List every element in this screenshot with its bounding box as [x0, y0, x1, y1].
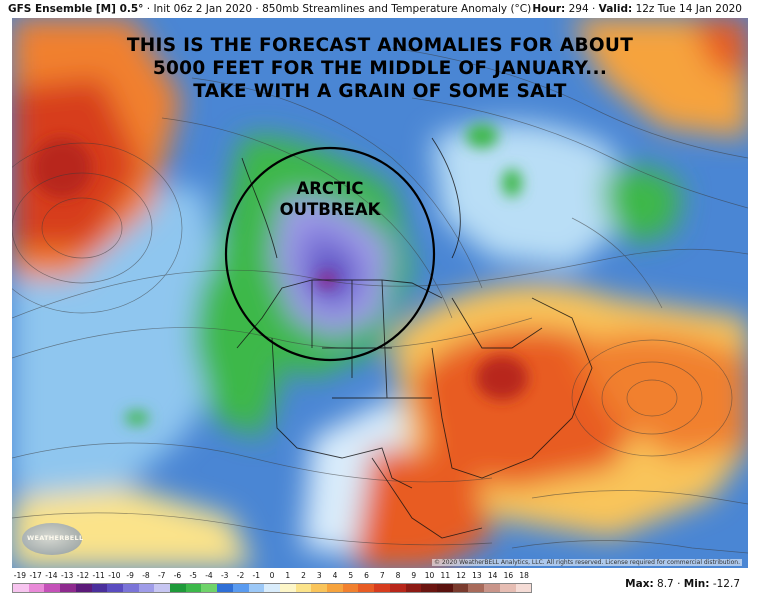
init-time: Init 06z 2 Jan 2020: [153, 3, 253, 15]
color-scale-swatch: [468, 584, 485, 592]
color-scale-tick: -13: [61, 571, 74, 580]
color-scale-tick: 8: [395, 571, 401, 580]
valid-value: 12z Tue 14 Jan 2020: [635, 3, 742, 15]
annotation-line-2: 5000 FEET FOR THE MIDDLE OF JANUARY...: [152, 58, 608, 79]
color-scale-tick: 16: [503, 571, 514, 580]
color-scale-swatch: [201, 584, 218, 592]
color-scale-swatch: [248, 584, 265, 592]
map-canvas: [12, 18, 748, 568]
color-scale-swatch: [389, 584, 406, 592]
color-scale-tick: 9: [411, 571, 417, 580]
color-scale-swatch: [75, 584, 92, 592]
color-scale-swatch: [484, 584, 500, 592]
color-scale: -19 -17 -14 -13 -12 -11 -10 -9 -8 -7 -6 -5 -4 -3 -2 -1 0…: [12, 571, 532, 593]
color-scale-tick: -5: [189, 571, 197, 580]
color-scale-tick: -10: [108, 571, 121, 580]
color-scale-swatch: [60, 584, 76, 592]
hour-value: 294: [568, 3, 589, 15]
copyright-notice: © 2020 WeatherBELL Analytics, LLC. All r…: [432, 559, 742, 566]
color-scale-swatch: [122, 584, 139, 592]
color-scale-tick: -19: [13, 571, 26, 580]
color-scale-swatch: [44, 584, 61, 592]
color-scale-tick: -8: [142, 571, 150, 580]
weatherbell-logo: WEATHERBELL: [22, 523, 84, 555]
max-label: Max:: [625, 578, 654, 590]
color-scale-swatch: [295, 584, 312, 592]
map-header: GFS Ensemble [M] 0.5° · Init 06z 2 Jan 2…: [0, 0, 770, 18]
product-name: 850mb Streamlines and Temperature Anomal…: [262, 3, 532, 15]
color-scale-tick: -9: [126, 571, 134, 580]
color-scale-tick: 3: [316, 571, 322, 580]
header-right: Hour: 294 · Valid: 12z Tue 14 Jan 2020: [532, 3, 742, 15]
color-scale-swatch: [279, 584, 296, 592]
color-scale-swatch: [421, 584, 437, 592]
color-scale-swatch: [342, 584, 359, 592]
color-scale-swatch: [515, 584, 532, 592]
color-scale-swatch: [358, 584, 375, 592]
color-scale-tick: -12: [76, 571, 90, 580]
color-scale-swatch: [311, 584, 328, 592]
color-scale-swatch: [499, 584, 516, 592]
color-scale-swatch: [185, 584, 202, 592]
forecast-annotation: THIS IS THE FORECAST ANOMALIES FOR ABOUT…: [12, 34, 748, 103]
min-value: -12.7: [712, 578, 740, 590]
color-scale-tick: 2: [301, 571, 306, 580]
header-left: GFS Ensemble [M] 0.5° · Init 06z 2 Jan 2…: [8, 3, 532, 15]
color-scale-tick: 0: [269, 571, 275, 580]
color-scale-tick: 18: [519, 571, 529, 580]
color-scale-tick: 13: [472, 571, 482, 580]
model-name: GFS Ensemble [M] 0.5°: [8, 3, 144, 15]
color-scale-swatch: [232, 584, 249, 592]
color-scale-tick: 12: [456, 571, 466, 580]
min-label: Min:: [683, 578, 710, 590]
hour-label: Hour:: [532, 3, 566, 15]
color-scale-tick: -4: [205, 571, 213, 580]
color-scale-swatch: [138, 584, 155, 592]
color-scale-tick: 4: [332, 571, 338, 580]
color-scale-swatch: [28, 584, 45, 592]
color-scale-swatch: [217, 584, 233, 592]
color-scale-swatch: [91, 584, 108, 592]
max-min-readout: Max: 8.7 · Min: -12.7: [625, 578, 740, 590]
callout-line-2: OUTBREAK: [279, 200, 381, 219]
color-scale-tick: 10: [424, 571, 435, 580]
color-scale-tick: -11: [92, 571, 105, 580]
color-scale-swatch: [327, 584, 343, 592]
color-scale-tick: -2: [236, 571, 245, 580]
callout-line-1: ARCTIC: [296, 179, 364, 198]
color-scale-tick: -17: [29, 571, 42, 580]
color-scale-tick: 14: [487, 571, 498, 580]
color-scale-swatch: [170, 584, 186, 592]
color-scale-bar: [12, 583, 532, 593]
color-scale-tick: -14: [45, 571, 58, 580]
color-scale-tick: 7: [379, 571, 385, 580]
annotation-line-1: THIS IS THE FORECAST ANOMALIES FOR ABOUT: [126, 35, 634, 56]
color-scale-swatch: [374, 584, 390, 592]
color-scale-swatch: [405, 584, 422, 592]
color-scale-swatch: [13, 584, 29, 592]
anomaly-map: THIS IS THE FORECAST ANOMALIES FOR ABOUT…: [12, 18, 748, 568]
arctic-outbreak-callout: ARCTIC OUTBREAK: [238, 178, 422, 220]
color-scale-tick: -6: [173, 571, 182, 580]
color-scale-labels: -19 -17 -14 -13 -12 -11 -10 -9 -8 -7 -6 -5 -4 -3 -2 -1 0…: [12, 571, 532, 581]
color-scale-tick: 6: [364, 571, 369, 580]
logo-text: WEATHERBELL: [27, 534, 84, 542]
valid-label: Valid:: [598, 3, 633, 15]
color-scale-swatch: [436, 584, 453, 592]
color-scale-tick: -7: [157, 571, 166, 580]
max-value: 8.7: [657, 578, 674, 590]
color-scale-tick: -3: [220, 571, 229, 580]
color-scale-swatch: [452, 584, 469, 592]
color-scale-swatch: [264, 584, 280, 592]
color-scale-tick: 1: [285, 571, 291, 580]
color-scale-swatch: [154, 584, 171, 592]
color-scale-tick: 11: [440, 571, 451, 580]
color-scale-tick: 5: [348, 571, 354, 580]
color-scale-swatch: [107, 584, 123, 592]
color-scale-tick: -1: [252, 571, 260, 580]
annotation-line-3: TAKE WITH A GRAIN OF SOME SALT: [193, 81, 567, 102]
